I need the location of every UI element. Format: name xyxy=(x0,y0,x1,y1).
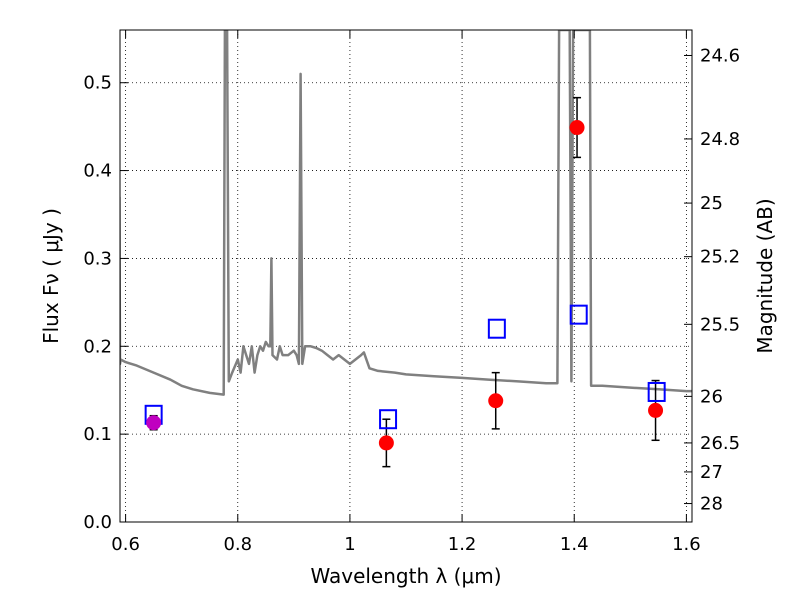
x-tick-label: 1.4 xyxy=(560,534,589,555)
flux-point xyxy=(488,393,504,409)
x-tick-label: 1.6 xyxy=(672,534,701,555)
model-photometry-square xyxy=(379,409,398,430)
x-tick-label: 0.6 xyxy=(111,534,140,555)
ticks-layer: 0.6 0.8 1 1.2 1.4 1.6 0.0 0.1 0.2 0.3 0.4 0.5 24.6 24… xyxy=(83,30,740,555)
y2-axis-label: Magnitude (AB) xyxy=(753,198,777,353)
y2-tick-label: 26.5 xyxy=(700,433,740,454)
flux-point xyxy=(648,402,664,418)
model-sed-line xyxy=(120,30,692,396)
x-tick-label: 1.2 xyxy=(448,534,477,555)
y-axis-label: Flux Fν ( μJy ) xyxy=(39,208,63,344)
y2-tick-label: 26 xyxy=(700,386,723,407)
y2-tick-label: 24.6 xyxy=(700,45,740,66)
x-tick-label: 0.8 xyxy=(223,534,252,555)
points-layer xyxy=(144,96,666,468)
model-photometry-square xyxy=(569,304,588,325)
y-tick-label: 0.0 xyxy=(83,512,112,533)
flux-point xyxy=(378,435,394,451)
model-photometry-square xyxy=(647,381,666,402)
y-tick-label: 0.2 xyxy=(83,336,112,357)
y2-tick-label: 27 xyxy=(700,462,723,483)
y2-tick-label: 24.8 xyxy=(700,129,740,150)
y-tick-label: 0.1 xyxy=(83,424,112,445)
grid-layer xyxy=(120,30,692,523)
plot-frame xyxy=(119,29,693,523)
flux-point xyxy=(569,120,585,136)
model-sed-layer xyxy=(120,30,692,396)
x-axis-label: Wavelength λ (μm) xyxy=(310,564,501,588)
y-tick-label: 0.4 xyxy=(83,161,112,182)
model-photometry-square xyxy=(487,318,506,339)
y2-tick-label: 25.5 xyxy=(700,314,740,335)
x-tick-label: 1 xyxy=(344,534,355,555)
flux-point xyxy=(146,415,162,431)
y2-tick-label: 28 xyxy=(700,494,723,515)
y2-tick-label: 25 xyxy=(700,193,723,214)
y2-tick-label: 25.2 xyxy=(700,247,740,268)
y-tick-label: 0.3 xyxy=(83,248,112,269)
y-tick-label: 0.5 xyxy=(83,73,112,94)
